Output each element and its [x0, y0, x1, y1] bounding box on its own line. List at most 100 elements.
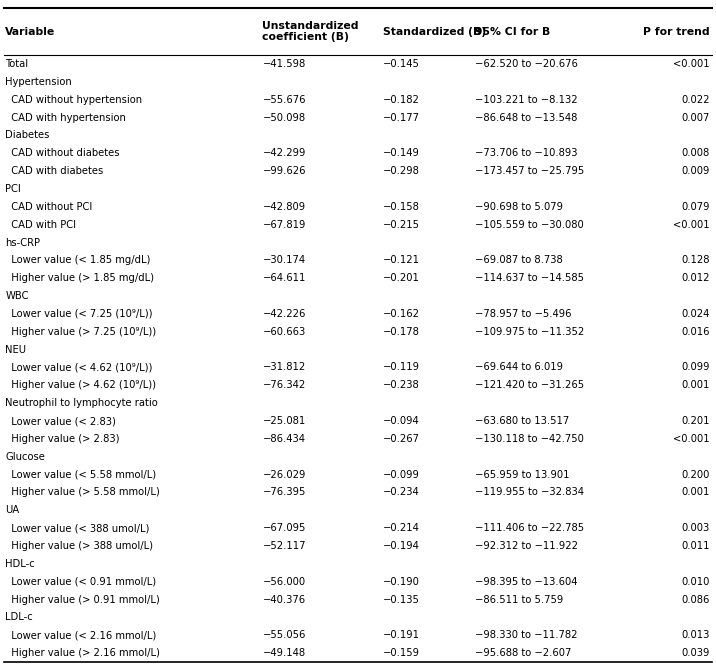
Text: −0.094: −0.094 — [383, 416, 420, 426]
Text: −0.178: −0.178 — [383, 327, 420, 337]
Text: −67.819: −67.819 — [263, 220, 306, 230]
Text: <0.001: <0.001 — [673, 220, 710, 230]
Text: −42.809: −42.809 — [263, 202, 306, 212]
Text: −0.214: −0.214 — [383, 523, 420, 533]
Text: UA: UA — [6, 505, 19, 515]
Text: −76.342: −76.342 — [263, 380, 306, 390]
Text: −0.159: −0.159 — [383, 648, 420, 658]
Text: −0.135: −0.135 — [383, 595, 420, 605]
Text: −0.190: −0.190 — [383, 577, 420, 587]
Text: CAD without diabetes: CAD without diabetes — [6, 149, 120, 159]
Text: NEU: NEU — [6, 344, 26, 354]
Text: −67.095: −67.095 — [263, 523, 306, 533]
Text: −73.706 to −10.893: −73.706 to −10.893 — [475, 149, 577, 159]
Text: −42.226: −42.226 — [263, 309, 306, 319]
Text: Higher value (> 5.58 mmol/L): Higher value (> 5.58 mmol/L) — [6, 488, 160, 498]
Text: 0.099: 0.099 — [682, 362, 710, 372]
Text: −41.598: −41.598 — [263, 59, 306, 69]
Text: −0.162: −0.162 — [383, 309, 420, 319]
Text: Hypertension: Hypertension — [6, 77, 72, 87]
Text: −105.559 to −30.080: −105.559 to −30.080 — [475, 220, 584, 230]
Text: 0.010: 0.010 — [682, 577, 710, 587]
Text: −90.698 to 5.079: −90.698 to 5.079 — [475, 202, 563, 212]
Text: CAD without hypertension: CAD without hypertension — [6, 95, 142, 105]
Text: Higher value (> 388 umol/L): Higher value (> 388 umol/L) — [6, 541, 153, 551]
Text: −0.201: −0.201 — [383, 273, 420, 283]
Text: −0.145: −0.145 — [383, 59, 420, 69]
Text: hs-CRP: hs-CRP — [6, 238, 40, 248]
Text: Lower value (< 1.85 mg/dL): Lower value (< 1.85 mg/dL) — [6, 255, 151, 265]
Text: −0.298: −0.298 — [383, 166, 420, 176]
Text: Total: Total — [6, 59, 29, 69]
Text: Lower value (< 0.91 mmol/L): Lower value (< 0.91 mmol/L) — [6, 577, 157, 587]
Text: −40.376: −40.376 — [263, 595, 306, 605]
Text: −49.148: −49.148 — [263, 648, 306, 658]
Text: −109.975 to −11.352: −109.975 to −11.352 — [475, 327, 584, 337]
Text: Lower value (< 388 umol/L): Lower value (< 388 umol/L) — [6, 523, 150, 533]
Text: 0.086: 0.086 — [682, 595, 710, 605]
Text: HDL-c: HDL-c — [6, 559, 35, 569]
Text: −119.955 to −32.834: −119.955 to −32.834 — [475, 488, 584, 498]
Text: −0.238: −0.238 — [383, 380, 420, 390]
Text: −98.330 to −11.782: −98.330 to −11.782 — [475, 630, 577, 640]
Text: Higher value (> 2.16 mmol/L): Higher value (> 2.16 mmol/L) — [6, 648, 160, 658]
Text: −0.119: −0.119 — [383, 362, 420, 372]
Text: −55.676: −55.676 — [263, 95, 306, 105]
Text: −86.511 to 5.759: −86.511 to 5.759 — [475, 595, 563, 605]
Text: 0.001: 0.001 — [682, 380, 710, 390]
Text: −76.395: −76.395 — [263, 488, 306, 498]
Text: CAD with PCI: CAD with PCI — [6, 220, 77, 230]
Text: Higher value (> 1.85 mg/dL): Higher value (> 1.85 mg/dL) — [6, 273, 155, 283]
Text: 0.022: 0.022 — [682, 95, 710, 105]
Text: −0.182: −0.182 — [383, 95, 420, 105]
Text: −25.081: −25.081 — [263, 416, 306, 426]
Text: −86.434: −86.434 — [263, 434, 306, 444]
Text: CAD with diabetes: CAD with diabetes — [6, 166, 104, 176]
Text: Higher value (> 2.83): Higher value (> 2.83) — [6, 434, 120, 444]
Text: −95.688 to −2.607: −95.688 to −2.607 — [475, 648, 571, 658]
Text: <0.001: <0.001 — [673, 434, 710, 444]
Text: Standardized (B): Standardized (B) — [383, 27, 486, 37]
Text: −78.957 to −5.496: −78.957 to −5.496 — [475, 309, 571, 319]
Text: Higher value (> 7.25 (10⁹/L)): Higher value (> 7.25 (10⁹/L)) — [6, 327, 157, 337]
Text: −62.520 to −20.676: −62.520 to −20.676 — [475, 59, 578, 69]
Text: −69.087 to 8.738: −69.087 to 8.738 — [475, 255, 563, 265]
Text: −64.611: −64.611 — [263, 273, 306, 283]
Text: PCI: PCI — [6, 184, 21, 194]
Text: Neutrophil to lymphocyte ratio: Neutrophil to lymphocyte ratio — [6, 398, 158, 408]
Text: −99.626: −99.626 — [263, 166, 306, 176]
Text: −0.099: −0.099 — [383, 470, 420, 480]
Text: Lower value (< 4.62 (10⁹/L)): Lower value (< 4.62 (10⁹/L)) — [6, 362, 153, 372]
Text: −0.158: −0.158 — [383, 202, 420, 212]
Text: −130.118 to −42.750: −130.118 to −42.750 — [475, 434, 584, 444]
Text: Diabetes: Diabetes — [6, 131, 50, 141]
Text: −173.457 to −25.795: −173.457 to −25.795 — [475, 166, 584, 176]
Text: Lower value (< 5.58 mmol/L): Lower value (< 5.58 mmol/L) — [6, 470, 157, 480]
Text: Lower value (< 2.16 mmol/L): Lower value (< 2.16 mmol/L) — [6, 630, 157, 640]
Text: 0.009: 0.009 — [682, 166, 710, 176]
Text: −52.117: −52.117 — [263, 541, 306, 551]
Text: Lower value (< 2.83): Lower value (< 2.83) — [6, 416, 116, 426]
Text: 0.024: 0.024 — [682, 309, 710, 319]
Text: 0.079: 0.079 — [682, 202, 710, 212]
Text: 0.007: 0.007 — [682, 113, 710, 123]
Text: −0.121: −0.121 — [383, 255, 420, 265]
Text: −103.221 to −8.132: −103.221 to −8.132 — [475, 95, 577, 105]
Text: −0.149: −0.149 — [383, 149, 420, 159]
Text: −60.663: −60.663 — [263, 327, 306, 337]
Text: 0.008: 0.008 — [682, 149, 710, 159]
Text: −26.029: −26.029 — [263, 470, 306, 480]
Text: −31.812: −31.812 — [263, 362, 306, 372]
Text: −86.648 to −13.548: −86.648 to −13.548 — [475, 113, 577, 123]
Text: −0.215: −0.215 — [383, 220, 420, 230]
Text: 0.003: 0.003 — [682, 523, 710, 533]
Text: 0.001: 0.001 — [682, 488, 710, 498]
Text: 0.016: 0.016 — [682, 327, 710, 337]
Text: −55.056: −55.056 — [263, 630, 306, 640]
Text: −98.395 to −13.604: −98.395 to −13.604 — [475, 577, 577, 587]
Text: −0.234: −0.234 — [383, 488, 420, 498]
Text: Higher value (> 0.91 mmol/L): Higher value (> 0.91 mmol/L) — [6, 595, 160, 605]
Text: −111.406 to −22.785: −111.406 to −22.785 — [475, 523, 584, 533]
Text: −121.420 to −31.265: −121.420 to −31.265 — [475, 380, 584, 390]
Text: 0.128: 0.128 — [682, 255, 710, 265]
